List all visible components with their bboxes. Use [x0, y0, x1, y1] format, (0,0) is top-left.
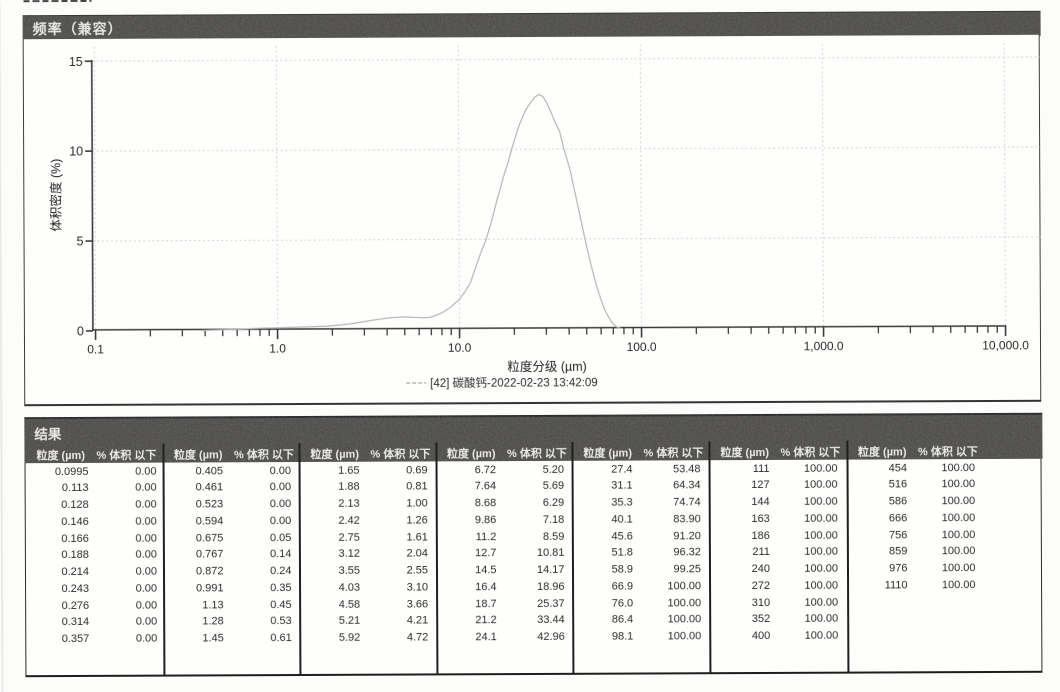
- svg-text:0.1: 0.1: [87, 342, 104, 356]
- svg-text:100.0: 100.0: [627, 340, 657, 354]
- svg-text:0: 0: [77, 324, 84, 338]
- svg-text:5: 5: [77, 235, 84, 249]
- svg-text:[42] 碳酸钙-2022-02-23 13:42:09: [42] 碳酸钙-2022-02-23 13:42:09: [430, 375, 598, 390]
- svg-text:体积密度 (%): 体积密度 (%): [48, 159, 63, 232]
- svg-text:10: 10: [69, 145, 83, 159]
- svg-text:1.0: 1.0: [269, 342, 286, 356]
- svg-text:粒度分级 (µm): 粒度分级 (µm): [507, 359, 586, 374]
- svg-text:1,000.0: 1,000.0: [804, 339, 844, 353]
- svg-text:10,000.0: 10,000.0: [982, 338, 1029, 352]
- svg-text:10.0: 10.0: [448, 341, 472, 355]
- svg-text:15: 15: [69, 55, 83, 69]
